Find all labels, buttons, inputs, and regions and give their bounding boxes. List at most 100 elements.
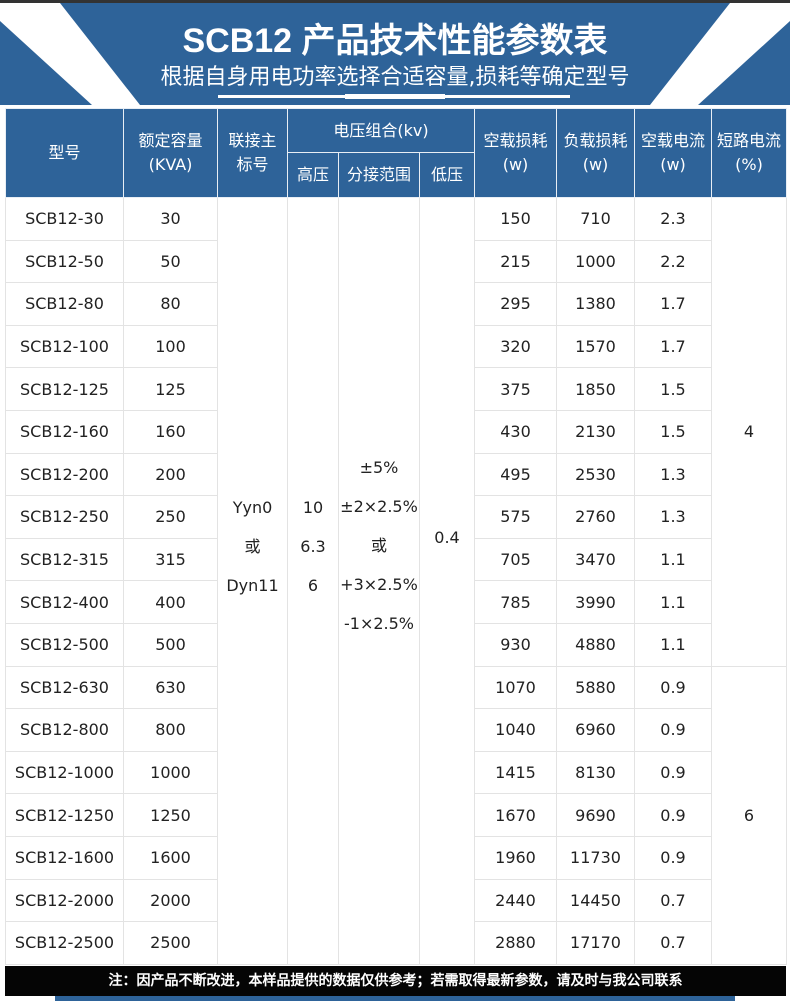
cell-load-loss: 2760 <box>556 495 635 539</box>
cell-capacity: 125 <box>123 367 218 411</box>
col-noload-current: 空载电流 (w) <box>634 108 712 198</box>
cell-noload-current: 1.1 <box>634 580 712 624</box>
page-title: SCB12 产品技术性能参数表 <box>182 22 608 60</box>
page-subtitle: 根据自身用电功率选择合适容量,损耗等确定型号 <box>160 65 630 90</box>
cell-capacity: 500 <box>123 622 218 667</box>
cell-noload-current: 2.3 <box>634 197 712 241</box>
cell-capacity: 2500 <box>123 921 218 965</box>
cell-load-loss: 6960 <box>556 708 635 752</box>
col-connection: 联接主 标号 <box>217 108 288 198</box>
cell-noload-loss: 295 <box>474 282 557 326</box>
cell-load-loss: 1850 <box>556 367 635 411</box>
cell-model: SCB12-50 <box>5 239 124 284</box>
banner-stripes <box>0 3 790 105</box>
cell-model: SCB12-800 <box>5 708 124 752</box>
spec-table: 型号 额定容量 (KVA) 联接主 标号 电压组合(kv) 空载损耗 (w) 负载损耗… <box>5 108 787 965</box>
cell-noload-current: 1.5 <box>634 367 712 411</box>
cell-model: SCB12-400 <box>5 580 124 624</box>
table-row: SCB12-1000 1000 1415 8130 0.9 <box>5 750 787 795</box>
cell-noload-current: 0.9 <box>634 835 712 880</box>
cell-capacity: 250 <box>123 495 218 539</box>
cell-load-loss: 5880 <box>556 665 635 710</box>
cell-noload-loss: 1415 <box>474 750 557 795</box>
cell-noload-current: 1.3 <box>634 452 712 497</box>
cell-noload-current: 0.9 <box>634 708 712 752</box>
cell-capacity: 160 <box>123 409 218 454</box>
cell-model: SCB12-100 <box>5 324 124 369</box>
cell-model: SCB12-30 <box>5 197 124 241</box>
col-load-loss: 负载损耗 (w) <box>556 108 635 198</box>
cell-model: SCB12-125 <box>5 367 124 411</box>
cell-noload-loss: 150 <box>474 197 557 241</box>
cell-capacity: 400 <box>123 580 218 624</box>
cell-model: SCB12-250 <box>5 495 124 539</box>
cell-model: SCB12-1250 <box>5 793 124 837</box>
table-row: SCB12-125 125 375 1850 1.5 <box>5 367 787 411</box>
cell-noload-loss: 705 <box>474 537 557 582</box>
table-row: SCB12-30 30 Yyn0 或 Dyn11 10 6.3 6 ±5% ±2×2.5% 或 +3×… <box>5 197 787 965</box>
col-voltage: 电压组合(kv) <box>287 108 475 153</box>
cell-tap-line: -1×2.5% <box>343 614 414 633</box>
cell-tap-line: +3×2.5% <box>340 575 418 594</box>
cell-model: SCB12-160 <box>5 409 124 454</box>
col-capacity: 额定容量 (KVA) <box>123 108 218 198</box>
cell-model: SCB12-1600 <box>5 835 124 880</box>
header-banner: SCB12 产品技术性能参数表 根据自身用电功率选择合适容量,损耗等确定型号 <box>0 3 790 105</box>
table-row: SCB12-800 800 1040 6960 0.9 <box>5 708 787 752</box>
table-row: SCB12-1250 1250 1670 9690 0.9 <box>5 793 787 837</box>
col-lv: 低压 <box>419 152 475 198</box>
table-row: SCB12-50 50 215 1000 2.2 <box>5 239 787 284</box>
cell-noload-current: 0.9 <box>634 750 712 795</box>
cell-noload-current: 1.1 <box>634 537 712 582</box>
cell-noload-current: 0.9 <box>634 793 712 837</box>
cell-connection-line: 或 <box>244 537 261 556</box>
table-row: SCB12-630 630 1070 5880 0.9 6 <box>5 665 787 965</box>
cell-model: SCB12-1000 <box>5 750 124 795</box>
cell-noload-loss: 1670 <box>474 793 557 837</box>
cell-hv: 10 6.3 6 <box>287 197 339 965</box>
cell-noload-loss: 785 <box>474 580 557 624</box>
col-hv: 高压 <box>287 152 339 198</box>
table-row: SCB12-250 250 575 2760 1.3 <box>5 495 787 539</box>
cell-noload-current: 0.7 <box>634 921 712 965</box>
cell-connection-line: Dyn11 <box>226 576 279 595</box>
cell-lv: 0.4 <box>419 197 475 965</box>
cell-noload-current: 0.9 <box>634 665 712 710</box>
cell-noload-loss: 430 <box>474 409 557 454</box>
cell-load-loss: 1570 <box>556 324 635 369</box>
cell-load-loss: 1380 <box>556 282 635 326</box>
cell-load-loss: 2530 <box>556 452 635 497</box>
cell-noload-current: 2.2 <box>634 239 712 284</box>
cell-load-loss: 9690 <box>556 793 635 837</box>
table-row: SCB12-160 160 430 2130 1.5 <box>5 409 787 454</box>
table-row: SCB12-1600 1600 1960 11730 0.9 <box>5 835 787 880</box>
cell-capacity: 80 <box>123 282 218 326</box>
cell-noload-loss: 495 <box>474 452 557 497</box>
cell-load-loss: 3470 <box>556 537 635 582</box>
table-row: SCB12-100 100 320 1570 1.7 <box>5 324 787 369</box>
cell-capacity: 315 <box>123 537 218 582</box>
cell-noload-loss: 575 <box>474 495 557 539</box>
table-row: SCB12-500 500 930 4880 1.1 <box>5 622 787 667</box>
cell-noload-loss: 1070 <box>474 665 557 710</box>
cell-noload-loss: 320 <box>474 324 557 369</box>
cell-model: SCB12-2000 <box>5 878 124 923</box>
col-tap: 分接范围 <box>338 152 420 198</box>
col-model: 型号 <box>5 108 124 198</box>
cell-noload-current: 1.1 <box>634 622 712 667</box>
bottom-bar <box>55 996 735 1001</box>
cell-connection-line: Yyn0 <box>232 498 273 517</box>
cell-capacity: 50 <box>123 239 218 284</box>
table-row: SCB12-80 80 295 1380 1.7 <box>5 282 787 326</box>
cell-capacity: 2000 <box>123 878 218 923</box>
cell-tap: ±5% ±2×2.5% 或 +3×2.5% -1×2.5% <box>338 197 420 965</box>
cell-connection: Yyn0 或 Dyn11 <box>217 197 288 965</box>
cell-tap-line: 或 <box>370 536 387 555</box>
cell-noload-current: 1.7 <box>634 324 712 369</box>
cell-tap-line: ±2×2.5% <box>340 497 418 516</box>
cell-load-loss: 17170 <box>556 921 635 965</box>
cell-capacity: 30 <box>123 197 218 241</box>
cell-load-loss: 8130 <box>556 750 635 795</box>
cell-noload-loss: 1040 <box>474 708 557 752</box>
cell-noload-current: 1.3 <box>634 495 712 539</box>
